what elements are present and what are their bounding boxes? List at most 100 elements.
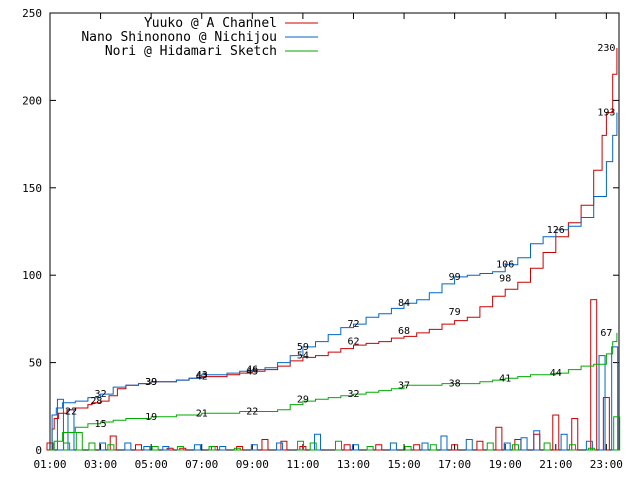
histogram-bar xyxy=(512,444,520,451)
data-label: 54 xyxy=(297,351,309,362)
histogram-bar xyxy=(571,418,579,451)
histogram-bar xyxy=(124,442,132,451)
x-tick-label: 11:00 xyxy=(286,458,319,471)
histogram-bar xyxy=(613,416,621,451)
data-label: 126 xyxy=(547,225,565,236)
histogram-bar xyxy=(135,444,143,451)
histogram-bar xyxy=(389,442,397,451)
x-tick-label: 17:00 xyxy=(438,458,471,471)
x-tick-label: 13:00 xyxy=(337,458,370,471)
data-label: 68 xyxy=(398,326,410,337)
histogram-bar xyxy=(543,442,551,451)
data-label: 39 xyxy=(145,377,157,388)
histogram-bar xyxy=(413,444,421,451)
data-label: 37 xyxy=(398,380,410,391)
data-label: 39 xyxy=(145,377,157,388)
histogram-bar xyxy=(219,446,227,451)
histogram-bar xyxy=(503,442,511,451)
data-label: 84 xyxy=(398,298,410,309)
data-label: 45 xyxy=(246,366,258,377)
histogram-bar xyxy=(309,442,317,451)
data-label: 19 xyxy=(145,412,157,423)
x-tick-label: 23:00 xyxy=(590,458,623,471)
y-tick-label: 250 xyxy=(22,7,42,20)
histogram-bar xyxy=(250,444,258,451)
x-tick-label: 15:00 xyxy=(387,458,420,471)
data-label: 32 xyxy=(347,389,359,400)
data-label: 15 xyxy=(95,419,107,430)
data-label: 22 xyxy=(246,407,258,418)
data-label: 230 xyxy=(597,43,615,54)
histogram-bar xyxy=(151,446,159,451)
histogram-bar xyxy=(366,446,374,451)
data-label: 38 xyxy=(449,379,461,390)
histogram-bar xyxy=(351,444,359,451)
legend-entry-label: Nori @ Hidamari Sketch xyxy=(105,44,277,59)
histogram-bar xyxy=(520,437,528,451)
data-label: 99 xyxy=(449,272,461,283)
histogram-bar xyxy=(495,426,503,451)
histogram-bar xyxy=(166,447,174,451)
histogram-bar xyxy=(375,444,383,451)
histogram-bar xyxy=(465,439,473,451)
data-label: 46 xyxy=(246,365,258,376)
histogram-bar xyxy=(162,446,170,451)
histogram-bar xyxy=(343,444,351,451)
data-label: 72 xyxy=(347,319,359,330)
data-label: 98 xyxy=(499,274,511,285)
x-tick-label: 01:00 xyxy=(33,458,66,471)
x-tick-label: 05:00 xyxy=(135,458,168,471)
legend-entry-label: Yuuko @ A Channel xyxy=(144,16,277,31)
data-label: 43 xyxy=(196,370,208,381)
histogram-bar xyxy=(533,433,541,451)
histogram-bar xyxy=(176,446,184,451)
x-tick-label: 07:00 xyxy=(185,458,218,471)
data-label: 62 xyxy=(347,337,359,348)
histogram-bar xyxy=(99,442,107,451)
histogram-bar xyxy=(560,433,568,451)
x-tick-label: 03:00 xyxy=(84,458,117,471)
histogram-bar xyxy=(75,432,83,451)
histogram-bar xyxy=(451,444,459,451)
plot-frame xyxy=(49,12,620,451)
y-tick-label: 0 xyxy=(35,444,42,457)
y-tick-label: 100 xyxy=(22,269,42,282)
histogram-bar xyxy=(143,446,151,451)
histogram-bar xyxy=(533,430,541,451)
histogram-bar xyxy=(587,447,595,451)
series-line xyxy=(50,48,618,451)
data-label: 22 xyxy=(65,407,77,418)
x-tick-label: 19:00 xyxy=(489,458,522,471)
series-line xyxy=(50,112,618,451)
histogram-bar xyxy=(429,444,437,451)
legend-entry-label: Nano Shinonono @ Nichijou xyxy=(81,30,277,45)
histogram-bar xyxy=(404,446,412,451)
data-label: 67 xyxy=(600,328,612,339)
histogram-bar xyxy=(261,439,269,451)
histogram-bar xyxy=(598,355,606,451)
data-label: 42 xyxy=(196,372,208,383)
histogram-bar xyxy=(233,447,241,451)
histogram-bar xyxy=(210,446,218,451)
histogram-bar xyxy=(552,414,560,451)
y-axis: 0 50 100 150 200 250 xyxy=(22,7,619,457)
histogram-bar xyxy=(107,444,115,451)
data-label: 193 xyxy=(597,108,615,119)
histogram-bar xyxy=(421,442,429,451)
data-label: 79 xyxy=(449,307,461,318)
histogram-bar xyxy=(486,442,494,451)
data-label: 29 xyxy=(297,394,309,405)
histogram-bar xyxy=(476,440,484,451)
data-label: 41 xyxy=(499,373,511,384)
data-label: 59 xyxy=(297,342,309,353)
histogram-bar xyxy=(280,440,288,451)
histogram-bar xyxy=(590,299,598,451)
series-line xyxy=(50,332,618,451)
data-label: 28 xyxy=(90,396,102,407)
histogram-bar xyxy=(56,398,64,451)
series-lines xyxy=(50,48,618,451)
x-tick-label: 21:00 xyxy=(539,458,572,471)
